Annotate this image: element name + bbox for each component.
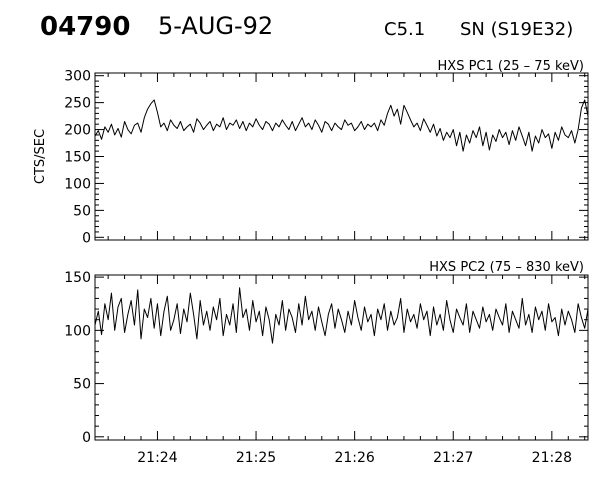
event-date: 5-AUG-92 bbox=[158, 12, 274, 40]
panel-1: HXS PC1 (25 – 75 keV) CTS/SEC 0 50 100 150 200… bbox=[33, 59, 589, 246]
y-tick-label: 300 bbox=[64, 69, 91, 85]
x-tick-label: 21:24 bbox=[137, 450, 177, 466]
y-tick-label: 0 bbox=[82, 430, 91, 446]
y-tick-label: 250 bbox=[64, 96, 91, 112]
x-tick-label: 21:25 bbox=[236, 450, 276, 466]
plot-frame bbox=[94, 274, 589, 441]
y-tick-label: 50 bbox=[73, 203, 91, 219]
series-line bbox=[94, 91, 589, 152]
y-tick-label: 0 bbox=[82, 230, 91, 246]
y-tick-label: 100 bbox=[64, 176, 91, 192]
y-tick-label: 100 bbox=[64, 323, 91, 339]
panel-2: HXS PC2 (75 – 830 keV) 0 50 100 150 21:24 21:2… bbox=[64, 260, 589, 466]
y-tick-label: 200 bbox=[64, 123, 91, 139]
x-tick-label: 21:27 bbox=[433, 450, 473, 466]
series-line bbox=[94, 287, 589, 344]
panel-title: HXS PC1 (25 – 75 keV) bbox=[438, 59, 584, 74]
y-tick-label: 150 bbox=[64, 150, 91, 166]
x-tick-label: 21:28 bbox=[532, 450, 572, 466]
panel-title: HXS PC2 (75 – 830 keV) bbox=[429, 260, 584, 275]
flare-location: SN (S19E32) bbox=[460, 19, 574, 40]
goes-class: C5.1 bbox=[384, 19, 426, 40]
y-tick-label: 50 bbox=[73, 377, 91, 393]
y-axis-label: CTS/SEC bbox=[33, 129, 48, 184]
y-tick-label: 150 bbox=[64, 270, 91, 286]
plot-frame bbox=[94, 72, 589, 241]
x-tick-label: 21:26 bbox=[334, 450, 374, 466]
event-id: 04790 bbox=[40, 12, 131, 42]
